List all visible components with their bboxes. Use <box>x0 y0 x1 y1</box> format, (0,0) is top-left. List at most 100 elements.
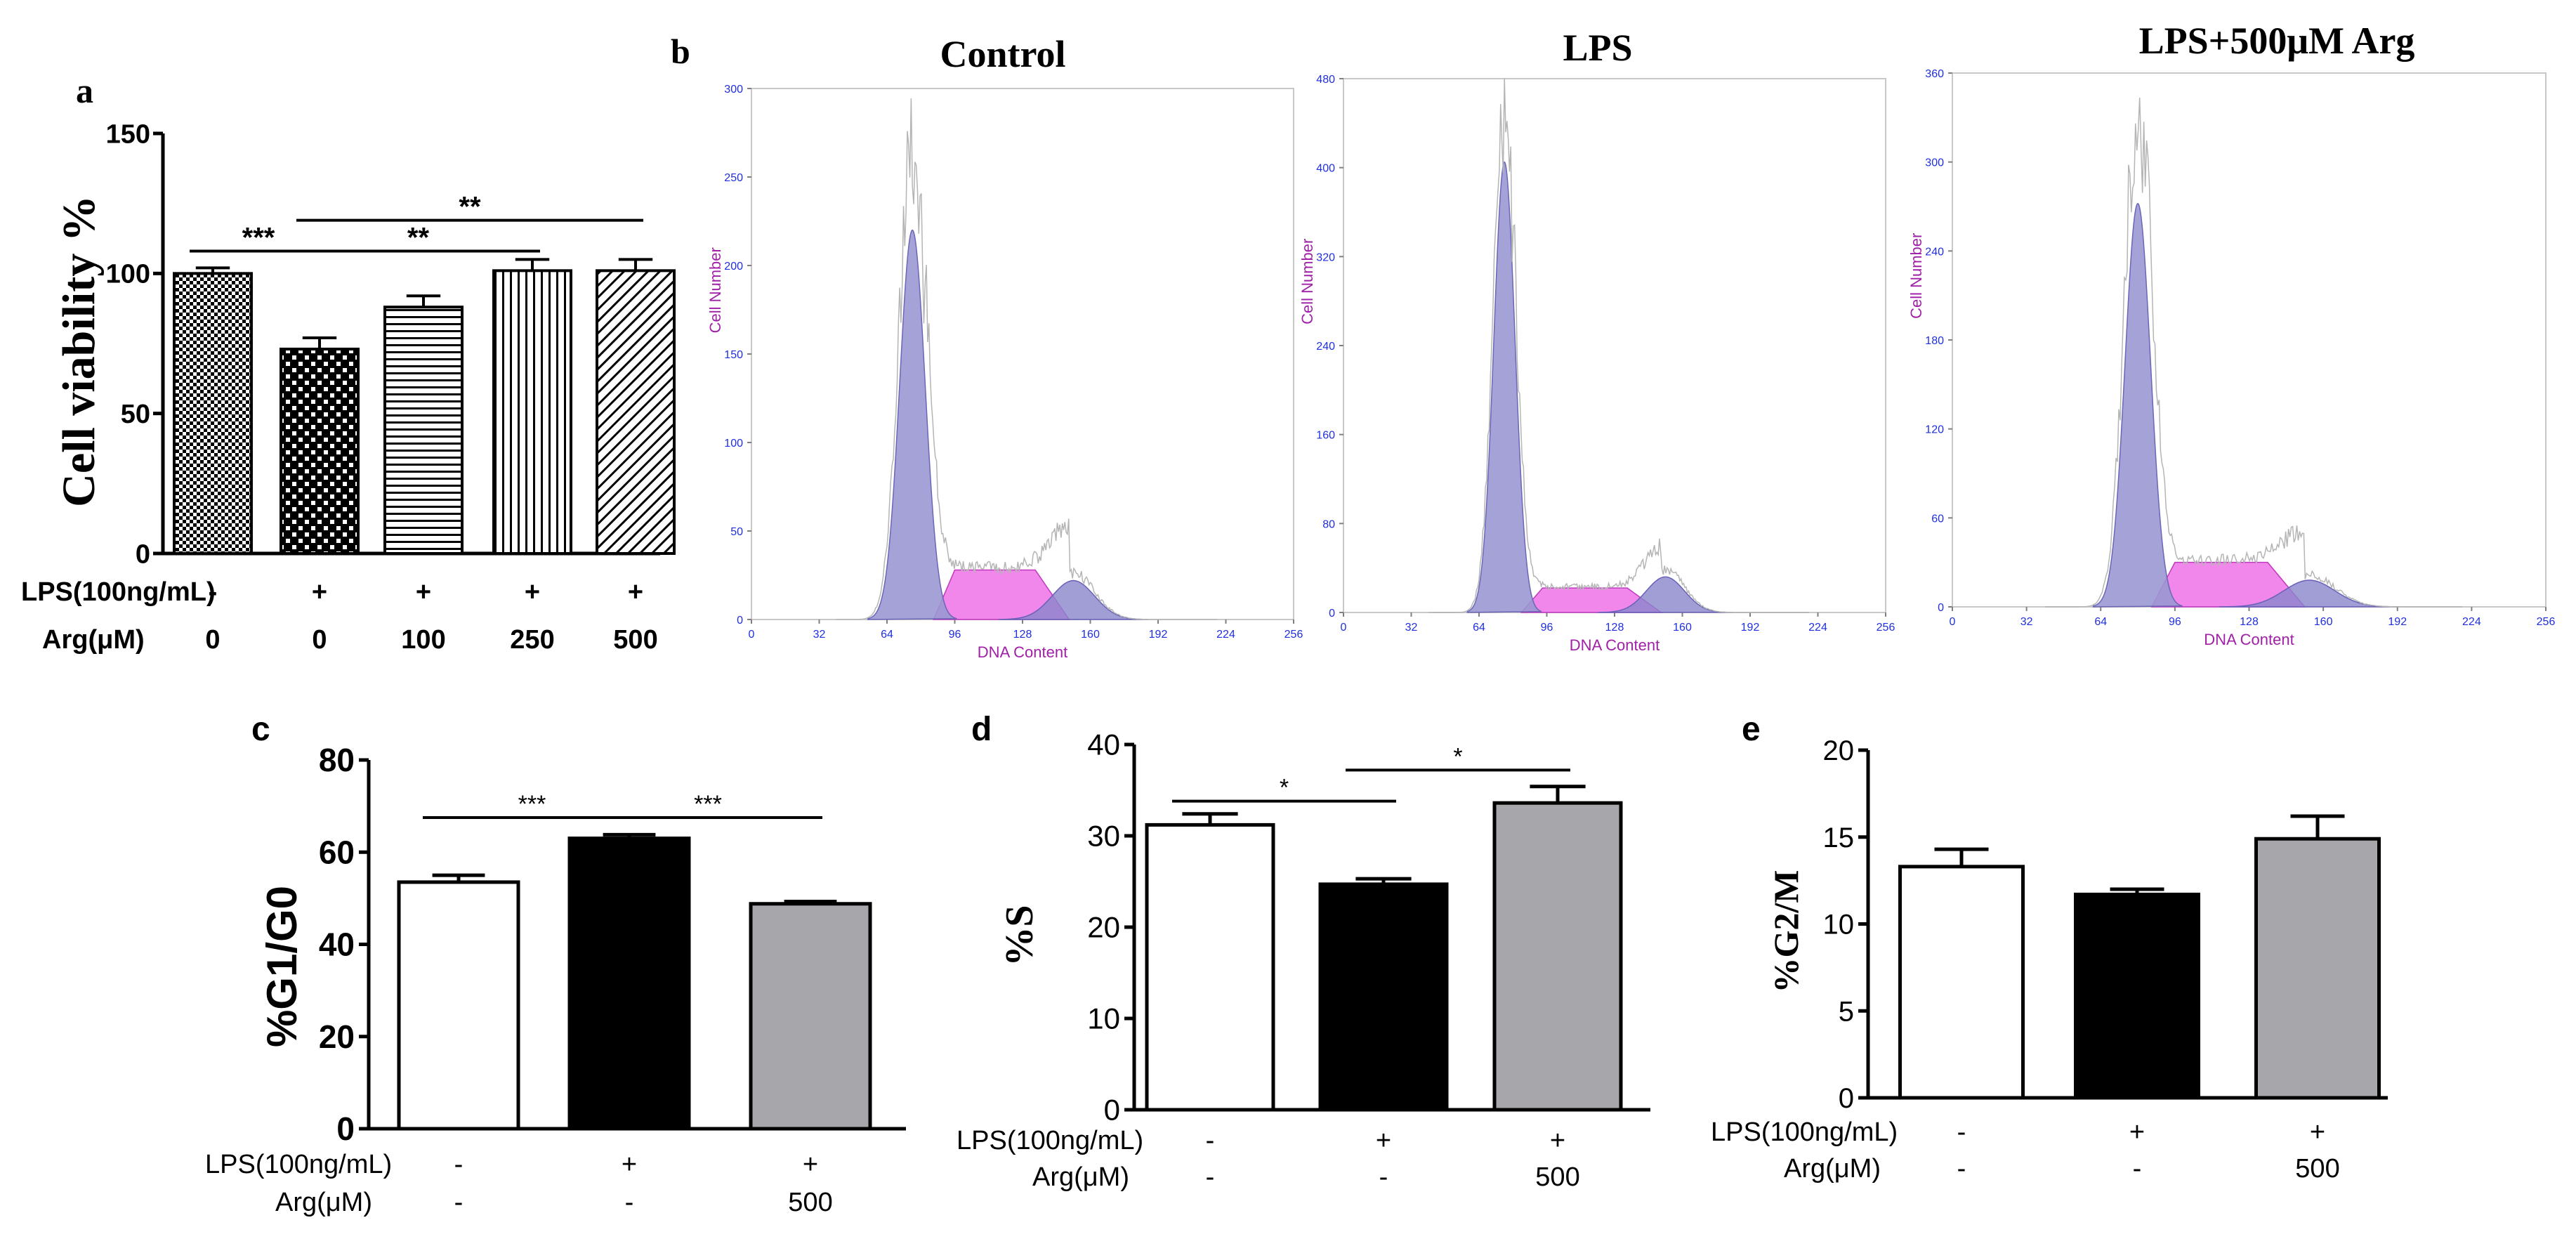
significance-label: ** <box>459 192 481 223</box>
g1-peak-area <box>1466 161 1542 613</box>
y-tick-label: 300 <box>1925 157 1944 169</box>
lps-condition-label: + <box>312 577 327 607</box>
x-tick-label: 192 <box>1741 622 1760 634</box>
y-tick-label: 20 <box>1087 911 1120 944</box>
y-tick-label: 10 <box>1823 910 1855 940</box>
arg-condition-label: - <box>1206 1162 1215 1192</box>
plot-frame <box>1343 78 1886 613</box>
x-tick-label: 192 <box>2388 616 2407 628</box>
bar <box>1898 865 2025 1100</box>
significance-label: * <box>1280 775 1289 801</box>
panel-e-g2m-chart: e %G2/M LPS(100ng/mL) Arg(μM) 0 5 10 15 20 - -… <box>1711 711 2388 1184</box>
y-tick-label: 80 <box>319 742 355 778</box>
arg-condition-label: - <box>454 1188 464 1217</box>
panel-b-flow-histograms: b Control 0 50 100 150 200 250 300 0 32 64 96 128 160… <box>671 20 2555 661</box>
lps-condition-label: - <box>1206 1126 1215 1155</box>
lps-condition-label: - <box>1957 1117 1966 1147</box>
bar <box>567 837 691 1131</box>
x-tick-label: 128 <box>1013 629 1032 641</box>
flow-histogram: LPS+500μM Arg 0 60 120 180 240 300 360 0 32 64 96 12… <box>1907 20 2555 648</box>
x-tick-label: 160 <box>2314 616 2333 628</box>
raw-data-trace <box>2045 97 2463 608</box>
histogram-title: Control <box>940 33 1065 75</box>
x-tick-label: 128 <box>1605 622 1624 634</box>
y-tick-label: 20 <box>319 1018 355 1055</box>
x-tick-label: 64 <box>881 629 893 641</box>
g1-peak-area <box>2092 202 2183 608</box>
bar <box>749 902 872 1131</box>
lps-condition-label: - <box>209 577 218 607</box>
g1-peak-area <box>867 229 957 620</box>
lps-condition-label: + <box>2129 1117 2145 1147</box>
lps-condition-label: + <box>628 577 643 607</box>
arg-condition-label: 500 <box>613 625 657 655</box>
bar <box>596 269 676 555</box>
y-axis-title: %S <box>998 905 1041 966</box>
panel-d-s-phase-chart: d %S LPS(100ng/mL) Arg(μM) 0 10 20 30 40 - - + -… <box>957 711 1650 1192</box>
x-tick-label: 224 <box>1808 622 1827 634</box>
y-tick-label: 100 <box>106 260 150 289</box>
y-tick-label: 320 <box>1316 251 1335 263</box>
arg-condition-label: 500 <box>2295 1154 2339 1184</box>
x-tick-label: 96 <box>2169 616 2181 628</box>
y-tick-label: 80 <box>1322 518 1335 530</box>
significance-label: *** <box>518 791 546 818</box>
y-tick-label: 150 <box>106 119 150 149</box>
bar <box>383 306 464 555</box>
x-tick-label: 32 <box>813 629 826 641</box>
y-tick-label: 120 <box>1925 424 1944 436</box>
arg-condition-label: 100 <box>401 625 445 655</box>
y-tick-label: 20 <box>1823 735 1855 766</box>
significance-label: *** <box>694 791 722 818</box>
significance-label: *** <box>242 222 275 253</box>
y-tick-label: 100 <box>724 438 743 450</box>
x-axis-title: DNA Content <box>2204 631 2294 648</box>
x-tick-label: 64 <box>1473 622 1485 634</box>
y-axis-title: Cell Number <box>707 247 724 333</box>
raw-data-trace <box>1428 78 1810 613</box>
x-tick-label: 256 <box>2537 616 2556 628</box>
x-tick-label: 160 <box>1673 622 1692 634</box>
x-tick-label: 224 <box>2462 616 2481 628</box>
y-tick-label: 30 <box>1087 820 1120 853</box>
x-tick-label: 192 <box>1149 629 1168 641</box>
x-tick-label: 0 <box>749 629 755 641</box>
bar <box>397 880 520 1131</box>
y-tick-label: 0 <box>1839 1083 1854 1114</box>
x-tick-label: 128 <box>2240 616 2259 628</box>
lps-row-label: LPS(100ng/mL) <box>957 1126 1143 1155</box>
arg-condition-label: 0 <box>312 625 327 655</box>
y-tick-label: 50 <box>121 400 150 429</box>
y-tick-label: 0 <box>1104 1094 1120 1127</box>
bar <box>2074 892 2200 1100</box>
y-tick-label: 40 <box>1087 728 1120 761</box>
arg-row-label: Arg(μM) <box>1032 1162 1129 1192</box>
x-tick-label: 96 <box>1541 622 1553 634</box>
flow-histogram: Control 0 50 100 150 200 250 300 0 32 64 96 128 160 19… <box>707 33 1303 661</box>
arg-condition-label: - <box>1379 1162 1388 1192</box>
y-tick-label: 5 <box>1839 996 1854 1027</box>
x-axis-title: DNA Content <box>1570 636 1660 654</box>
lps-row-label: LPS(100ng/mL) <box>1711 1117 1898 1147</box>
y-tick-label: 60 <box>1931 513 1944 525</box>
s-phase-area <box>933 569 1070 620</box>
lps-condition-label: + <box>803 1150 818 1179</box>
y-tick-label: 40 <box>319 926 355 963</box>
bar <box>1145 822 1275 1112</box>
y-tick-label: 180 <box>1925 335 1944 347</box>
lps-row-label: LPS(100ng/mL) <box>21 577 216 607</box>
y-tick-label: 200 <box>724 261 743 273</box>
y-axis-title: Cell Number <box>1299 239 1316 324</box>
bar <box>1318 882 1449 1112</box>
y-tick-label: 60 <box>319 834 355 870</box>
y-tick-label: 0 <box>1938 602 1944 614</box>
y-tick-label: 480 <box>1316 74 1335 86</box>
plot-frame <box>751 88 1294 620</box>
x-tick-label: 256 <box>1284 629 1303 641</box>
y-tick-label: 150 <box>724 349 743 361</box>
x-tick-label: 160 <box>1081 629 1100 641</box>
y-axis-title: %G1/G0 <box>258 886 305 1047</box>
x-tick-label: 0 <box>1950 616 1956 628</box>
y-tick-label: 15 <box>1823 822 1855 853</box>
y-tick-label: 240 <box>1925 246 1944 258</box>
